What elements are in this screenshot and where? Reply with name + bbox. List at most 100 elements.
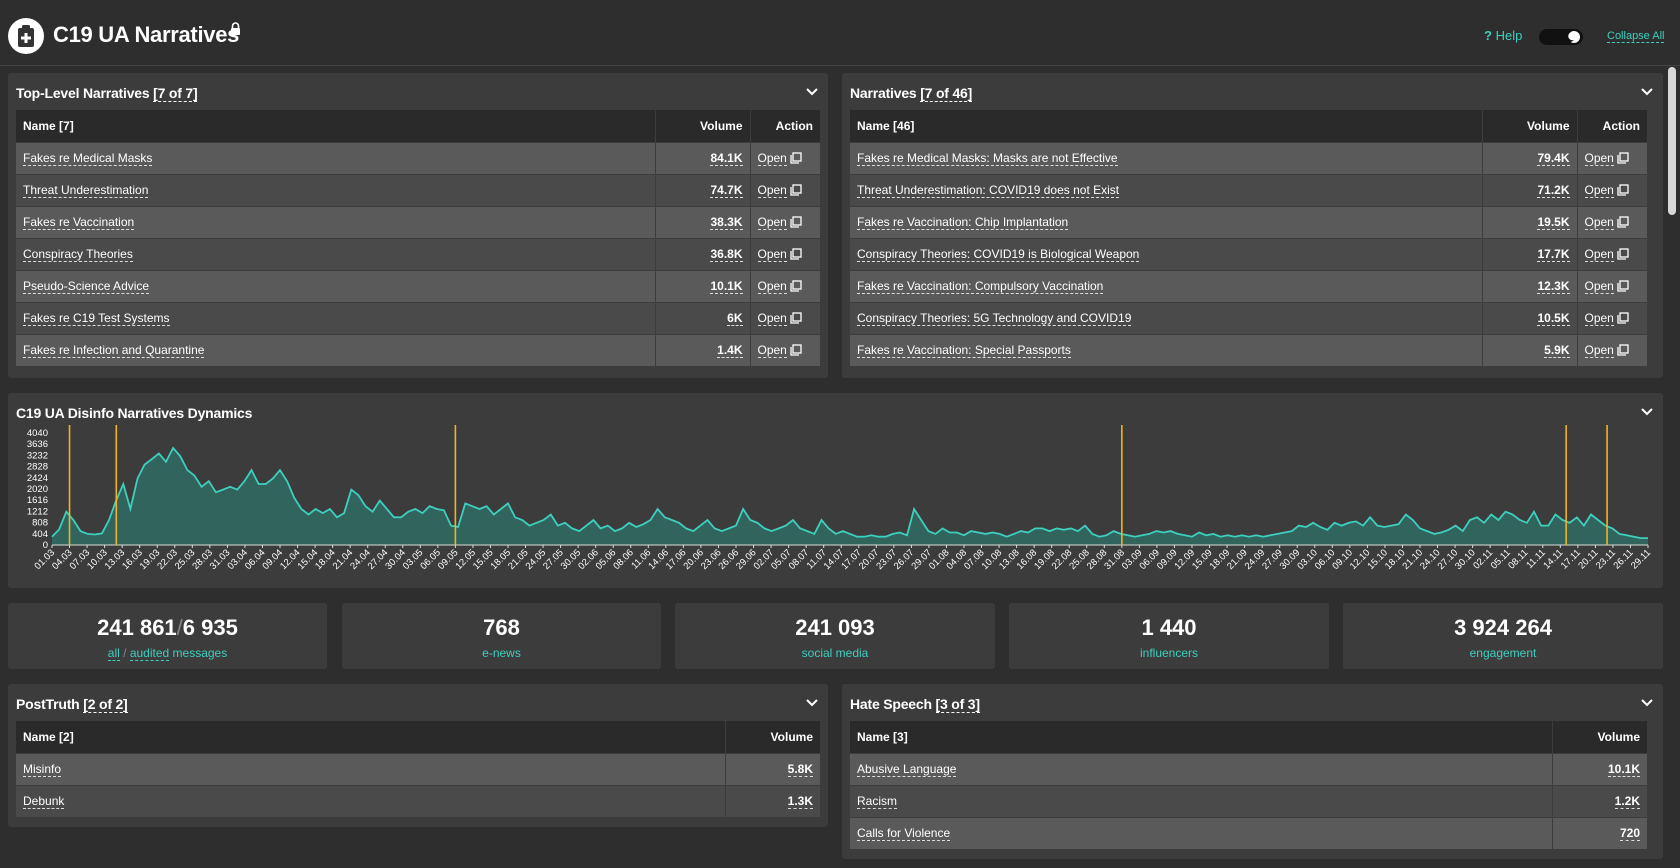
count-link[interactable]: [7 of 7] (153, 85, 198, 102)
col-name[interactable]: Name [7] (16, 110, 656, 142)
open-button[interactable]: Open (1584, 311, 1629, 326)
chevron-down-icon[interactable] (1641, 407, 1653, 417)
col-volume[interactable]: Volume (725, 721, 820, 753)
open-button[interactable]: Open (757, 183, 802, 198)
name-cell: Fakes re Medical Masks: Masks are not Ef… (850, 141, 1483, 174)
all-link[interactable]: all (107, 646, 120, 661)
action-cell: Open (750, 141, 820, 174)
narrative-link[interactable]: Conspiracy Theories: 5G Technology and C… (857, 311, 1132, 326)
table-row: Calls for Violence 720 (850, 816, 1647, 849)
action-cell: Open (750, 237, 820, 270)
narrative-link[interactable]: Fakes re Vaccination: Chip Implantation (857, 215, 1069, 230)
volume-link[interactable]: 1.3K (787, 794, 813, 810)
panel-title: Top-Level Narratives [7 of 7] (16, 85, 198, 102)
open-button[interactable]: Open (757, 151, 802, 166)
app-logo[interactable] (8, 18, 44, 54)
col-name[interactable]: Name [3] (850, 721, 1553, 753)
action-cell: Open (750, 333, 820, 366)
count-link[interactable]: [7 of 46] (920, 85, 973, 102)
action-cell: Open (750, 173, 820, 206)
volume-link[interactable]: 74.7K (710, 183, 743, 198)
volume-link[interactable]: 12.3K (1537, 279, 1570, 294)
y-tick-label: 1616 (27, 495, 48, 506)
narrative-link[interactable]: Conspiracy Theories: COVID19 is Biologic… (857, 247, 1140, 262)
volume-link[interactable]: 71.2K (1537, 183, 1570, 198)
narrative-link[interactable]: Threat Underestimation (23, 183, 149, 198)
volume-link[interactable]: 38.3K (710, 215, 743, 230)
volume-link[interactable]: 79.4K (1537, 151, 1570, 166)
open-label: Open (757, 279, 787, 294)
question-icon: ? (1484, 28, 1492, 43)
open-button[interactable]: Open (1584, 247, 1629, 262)
open-button[interactable]: Open (1584, 343, 1629, 359)
volume-link[interactable]: 10.1K (710, 279, 743, 294)
volume-link[interactable]: 720 (1619, 826, 1640, 842)
col-volume[interactable]: Volume (1552, 721, 1647, 753)
volume-cell: 6K (655, 301, 751, 334)
narrative-link[interactable]: Fakes re Vaccination (23, 215, 135, 230)
volume-link[interactable]: 1.4K (717, 343, 743, 359)
chevron-down-icon[interactable] (1641, 87, 1653, 97)
volume-link[interactable]: 5.8K (787, 762, 813, 777)
open-button[interactable]: Open (1584, 183, 1629, 198)
chevron-down-icon[interactable] (806, 698, 818, 708)
col-action: Action (1577, 110, 1647, 142)
table-row: Fakes re Medical Masks: Masks are not Ef… (850, 141, 1647, 174)
action-cell: Open (750, 301, 820, 334)
volume-link[interactable]: 36.8K (710, 247, 743, 262)
open-button[interactable]: Open (757, 343, 802, 359)
volume-link[interactable]: 17.7K (1537, 247, 1570, 262)
chevron-down-icon[interactable] (1641, 698, 1653, 708)
volume-cell: 12.3K (1482, 269, 1578, 302)
count-link[interactable]: [2 of 2] (83, 696, 128, 713)
stat-label: social media (801, 646, 869, 660)
theme-toggle[interactable] (1539, 29, 1583, 45)
narrative-link[interactable]: Calls for Violence (857, 826, 951, 842)
stat-label: e-news (482, 646, 521, 660)
narrative-link[interactable]: Fakes re C19 Test Systems (23, 311, 170, 326)
narrative-link[interactable]: Abusive Language (857, 762, 957, 777)
open-external-icon (790, 280, 802, 292)
open-button[interactable]: Open (757, 311, 802, 326)
volume-link[interactable]: 10.1K (1607, 762, 1640, 777)
help-link[interactable]: ? Help (1484, 28, 1522, 43)
col-name[interactable]: Name [46] (850, 110, 1483, 142)
open-label: Open (1584, 183, 1614, 198)
volume-link[interactable]: 19.5K (1537, 215, 1570, 230)
open-button[interactable]: Open (1584, 279, 1629, 294)
volume-link[interactable]: 1.2K (1614, 794, 1640, 809)
narrative-link[interactable]: Fakes re Medical Masks: Masks are not Ef… (857, 151, 1118, 166)
action-cell: Open (1577, 205, 1647, 238)
narrative-link[interactable]: Pseudo-Science Advice (23, 279, 150, 294)
col-name[interactable]: Name [2] (16, 721, 726, 753)
narrative-link[interactable]: Conspiracy Theories (23, 247, 133, 262)
narrative-link[interactable]: Racism (857, 794, 898, 809)
open-button[interactable]: Open (1584, 151, 1629, 166)
narrative-link[interactable]: Fakes re Vaccination: Special Passports (857, 343, 1071, 359)
count-link[interactable]: [3 of 3] (935, 696, 980, 713)
volume-link[interactable]: 6K (727, 311, 743, 326)
volume-cell: 79.4K (1482, 141, 1578, 174)
open-button[interactable]: Open (757, 247, 802, 262)
collapse-all-link[interactable]: Collapse All (1607, 30, 1665, 43)
scrollbar[interactable] (1668, 67, 1676, 215)
narrative-link[interactable]: Misinfo (23, 762, 62, 777)
volume-link[interactable]: 84.1K (710, 151, 743, 166)
narrative-link[interactable]: Fakes re Infection and Quarantine (23, 343, 205, 359)
narrative-link[interactable]: Threat Underestimation: COVID19 does not… (857, 183, 1120, 198)
open-button[interactable]: Open (1584, 215, 1629, 230)
open-button[interactable]: Open (757, 215, 802, 230)
col-volume[interactable]: Volume (1482, 110, 1578, 142)
narrative-link[interactable]: Fakes re Vaccination: Compulsory Vaccina… (857, 279, 1104, 294)
audited-link[interactable]: audited (129, 646, 170, 661)
volume-link[interactable]: 5.9K (1544, 343, 1570, 359)
volume-link[interactable]: 10.5K (1537, 311, 1570, 326)
stat-social-media: 241 093 social media (675, 603, 995, 669)
col-volume[interactable]: Volume (655, 110, 751, 142)
narrative-link[interactable]: Fakes re Medical Masks (23, 151, 153, 166)
chevron-down-icon[interactable] (806, 87, 818, 97)
name-cell: Misinfo (16, 752, 726, 785)
narratives-panel: Narratives [7 of 46] Name [46] Volume Ac… (842, 73, 1663, 378)
open-button[interactable]: Open (757, 279, 802, 294)
narrative-link[interactable]: Debunk (23, 794, 65, 810)
